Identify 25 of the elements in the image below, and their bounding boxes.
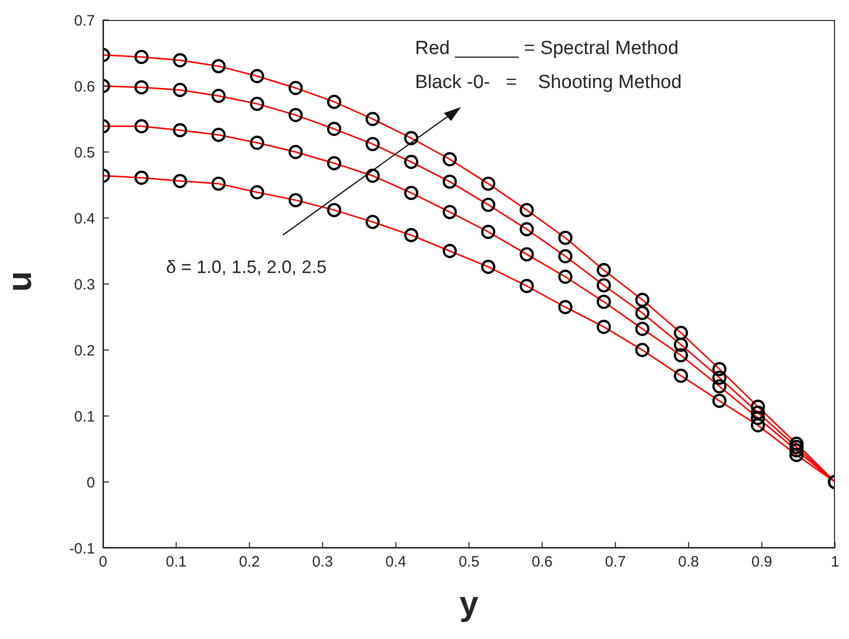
y-tick-label: 0 — [86, 474, 95, 492]
y-tick-label: 0.7 — [74, 12, 95, 30]
x-tick-label: 0.1 — [166, 554, 187, 571]
x-tick-label: 0.2 — [238, 554, 260, 571]
x-tick-label: 0.7 — [604, 554, 626, 571]
annotation: δ = 1.0, 1.5, 2.0, 2.5 — [166, 257, 327, 278]
x-tick-label: 0.4 — [385, 554, 406, 571]
x-tick-label: 1 — [830, 554, 840, 571]
y-tick-label: -0.1 — [69, 540, 95, 558]
x-tick-label: 0.5 — [458, 554, 480, 571]
y-tick-label: 0.5 — [74, 144, 95, 162]
y-tick-label: 0.3 — [74, 276, 95, 294]
y-axis-title: u — [0, 271, 40, 292]
x-tick-label: 0 — [98, 554, 108, 571]
y-tick-label: 0.4 — [74, 210, 95, 228]
x-axis-title: y — [458, 585, 480, 624]
x-tick-label: 0.3 — [312, 554, 334, 571]
y-tick-label: 0.1 — [74, 408, 95, 426]
y-tick-label: 0.2 — [74, 342, 95, 360]
annotation: Red ______ = Spectral Method — [415, 38, 679, 60]
annotation: Black -0- = Shooting Method — [415, 72, 682, 94]
y-tick-label: 0.6 — [74, 78, 95, 96]
x-tick-label: 0.8 — [678, 554, 700, 571]
x-tick-label: 0.6 — [532, 554, 553, 571]
x-tick-label: 0.9 — [751, 554, 772, 571]
